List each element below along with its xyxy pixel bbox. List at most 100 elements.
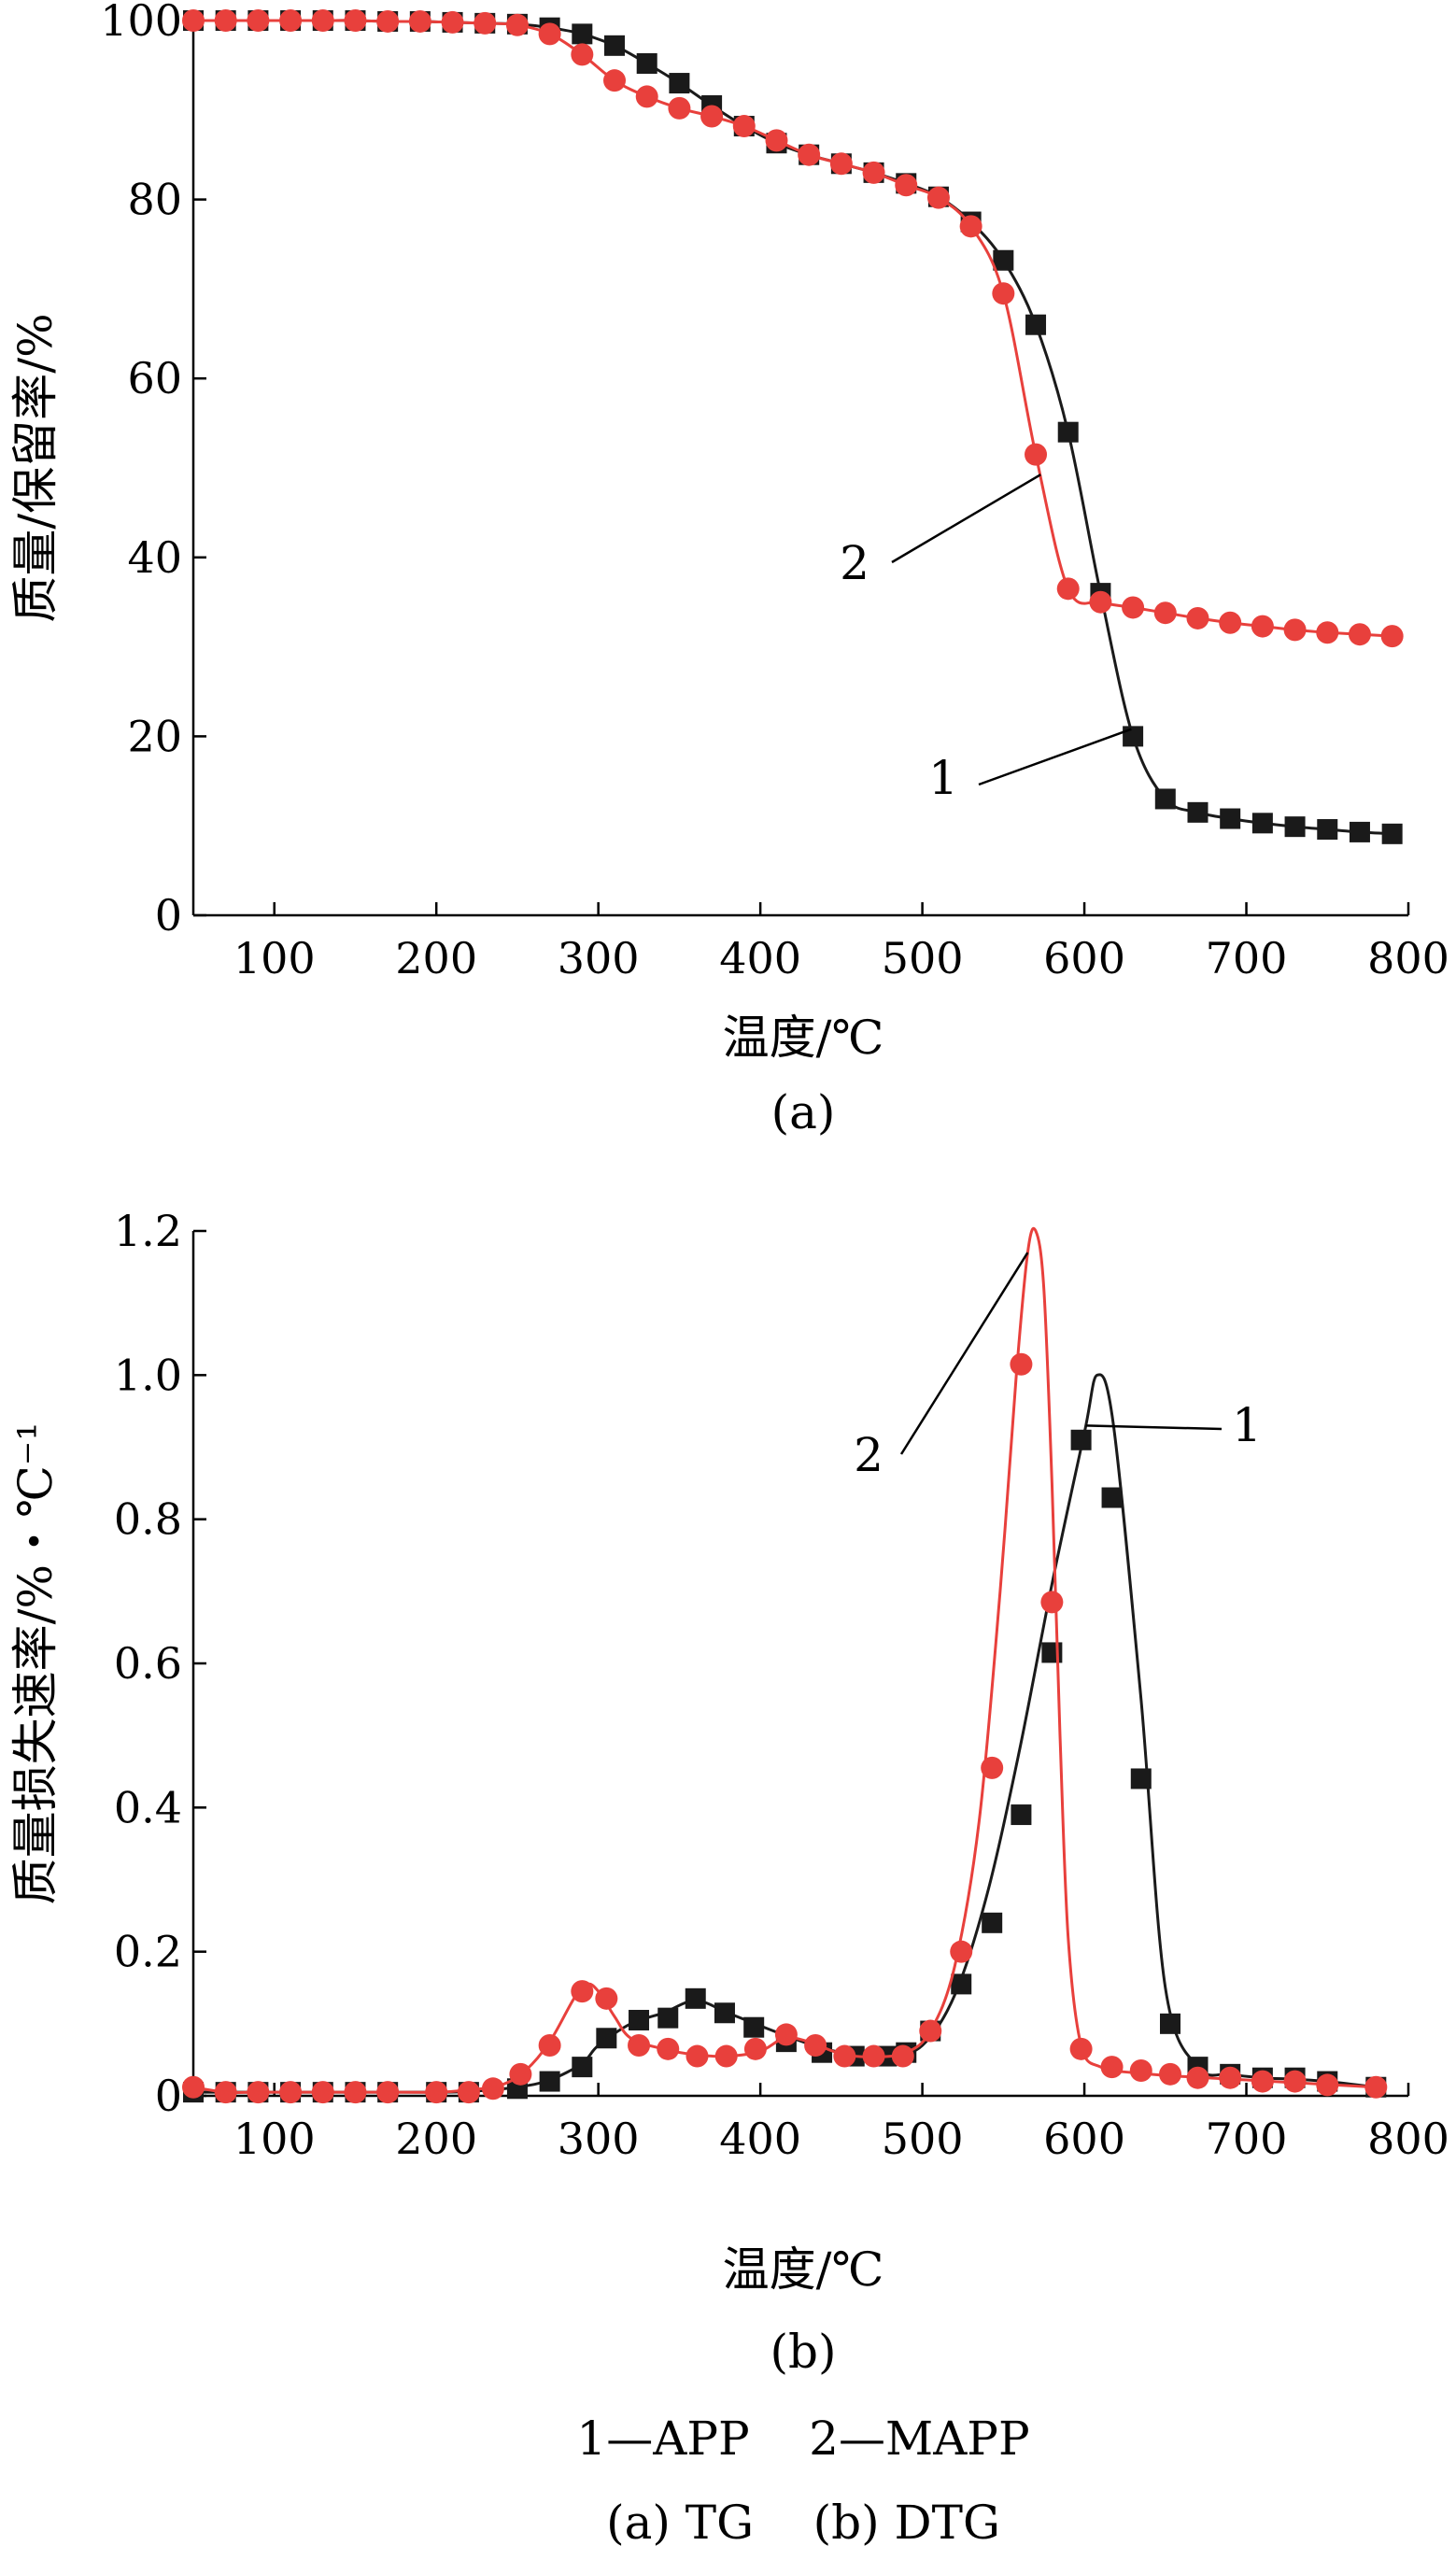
series-1-point — [1154, 788, 1176, 810]
series-2-point — [833, 2044, 856, 2068]
series-2-point — [714, 2044, 738, 2068]
series-1-point — [993, 249, 1014, 271]
series-2-point — [668, 96, 691, 120]
series-2-point — [919, 2019, 942, 2043]
series-2-point — [1010, 1352, 1033, 1376]
series-1-point — [1101, 1487, 1123, 1508]
series-2-point — [603, 69, 627, 92]
series-1-point — [657, 2007, 679, 2029]
series-2-point — [344, 9, 367, 32]
y-tick-label: 0 — [155, 2071, 182, 2121]
series-2-point — [1089, 590, 1112, 614]
figure-caption: (a) TG (b) DTG — [606, 2496, 1000, 2550]
series-2-point — [628, 2033, 651, 2057]
series-2-point — [1056, 577, 1080, 601]
y-tick-label: 0.2 — [114, 1927, 182, 1977]
series-1-point — [1041, 1642, 1063, 1663]
series-2-point — [1251, 2070, 1274, 2093]
series-2-point — [1186, 606, 1209, 629]
y-tick-label: 1.0 — [114, 1350, 182, 1400]
y-tick-label: 0.8 — [114, 1494, 182, 1545]
panel-a-label: (a) — [771, 1085, 836, 1139]
series-1-point — [1284, 816, 1306, 838]
series-2-point — [214, 2081, 237, 2104]
series-2-point — [1219, 2066, 1242, 2089]
series-2-point — [1153, 601, 1177, 625]
series-1-point — [669, 73, 690, 94]
series-1-point — [1349, 821, 1370, 842]
series-2-point — [743, 2037, 767, 2060]
series-2-point — [862, 161, 885, 184]
curve-label-leader — [891, 474, 1041, 564]
legend-caption: 1—APP 2—MAPP — [576, 2411, 1029, 2466]
series-1-point — [951, 1973, 972, 1995]
series-2-point — [774, 2023, 798, 2046]
series-2-point — [891, 2044, 914, 2068]
y-tick-label: 100 — [100, 0, 182, 46]
series-2-point — [829, 152, 853, 176]
x-tick-label: 100 — [233, 2114, 316, 2164]
y-tick-label: 0 — [155, 890, 182, 941]
x-tick-label: 500 — [882, 933, 964, 983]
curve-label-1: 1 — [928, 751, 958, 805]
series-1-point — [539, 2071, 560, 2092]
curve-label-leader — [899, 1252, 1029, 1455]
series-2-point — [1186, 2066, 1209, 2089]
series-2-point — [686, 2044, 709, 2068]
series-2-point — [1129, 2058, 1152, 2082]
x-tick-label: 400 — [719, 933, 801, 983]
series-2-point — [1040, 1591, 1064, 1614]
series-2-point — [425, 2081, 448, 2104]
series-2-point — [1380, 625, 1404, 648]
y-tick-label: 0.6 — [114, 1638, 182, 1689]
series-1-line — [193, 1373, 1377, 2094]
x-tick-label: 200 — [395, 2114, 477, 2164]
series-2-point — [311, 9, 334, 32]
series-2-point — [538, 2033, 561, 2057]
series-2-point — [408, 9, 431, 33]
series-2-point — [1251, 615, 1274, 638]
x-tick-label: 700 — [1206, 2114, 1288, 2164]
series-2-point — [895, 174, 918, 197]
series-2-point — [798, 143, 821, 166]
series-2-point — [571, 1980, 594, 2003]
curve-label-leader — [1085, 1424, 1223, 1431]
series-2-point — [950, 1940, 973, 1963]
series-2-point — [247, 2081, 270, 2104]
series-2-line — [192, 19, 1392, 638]
x-tick-label: 800 — [1367, 2114, 1449, 2164]
series-1-point — [1057, 421, 1079, 443]
series-2-point — [571, 43, 594, 66]
series-2-point — [538, 22, 561, 46]
x-tick-label: 500 — [882, 2114, 964, 2164]
series-2-point — [376, 9, 400, 33]
y-tick-label: 40 — [127, 532, 182, 583]
x-tick-label: 400 — [719, 2114, 801, 2164]
series-2-point — [311, 2081, 334, 2104]
series-1-point — [596, 2028, 617, 2049]
series-2-point — [1025, 443, 1048, 466]
series-1-point — [714, 2002, 735, 2024]
x-tick-label: 600 — [1043, 933, 1125, 983]
series-2-point — [182, 9, 205, 32]
x-axis-title: 温度/℃ — [723, 2242, 884, 2297]
series-2-point — [595, 1987, 618, 2010]
series-2-point — [959, 215, 982, 238]
series-1-point — [636, 52, 657, 74]
series-2-point — [457, 2081, 480, 2104]
series-1-point — [1251, 813, 1273, 834]
series-2-point — [635, 85, 658, 108]
series-2-point — [509, 2062, 532, 2086]
series-1-point — [1187, 801, 1209, 823]
curve-label-2: 2 — [854, 1428, 883, 1482]
series-2-point — [862, 2044, 885, 2068]
y-tick-label: 20 — [127, 711, 182, 761]
x-tick-label: 100 — [233, 933, 316, 983]
series-2-point — [441, 10, 464, 34]
curve-label-leader — [978, 728, 1132, 786]
series-1-point — [1381, 823, 1403, 844]
series-2-point — [481, 2077, 504, 2100]
series-2-point — [732, 115, 756, 138]
y-tick-label: 0.4 — [114, 1782, 182, 1832]
y-axis-title: 质量损失速率/%・℃⁻¹ — [8, 1422, 63, 1905]
